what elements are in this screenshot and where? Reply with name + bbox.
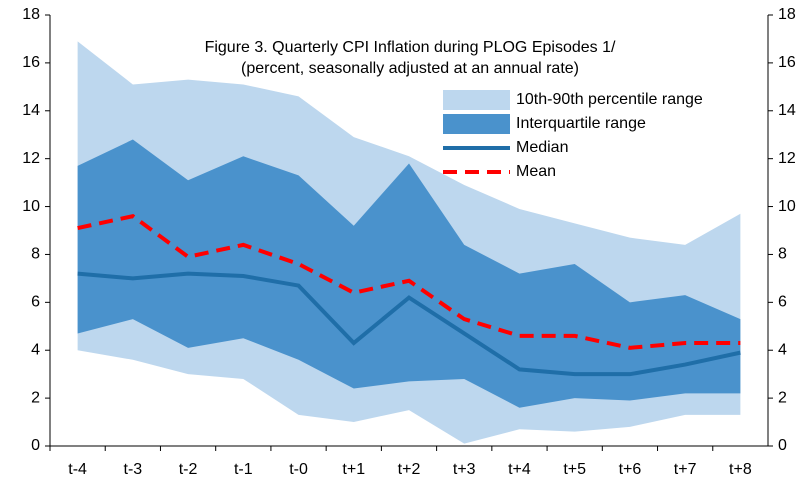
x-tick-label: t-0 (289, 461, 308, 478)
x-tick-label: t+1 (342, 461, 365, 478)
y2-tick-label: 12 (778, 150, 796, 167)
y-tick-label: 0 (31, 437, 40, 454)
x-tick-label: t+2 (398, 461, 421, 478)
x-tick-label: t+8 (729, 461, 752, 478)
x-tick-label: t-3 (124, 461, 143, 478)
y2-tick-label: 14 (778, 102, 796, 119)
y-tick-label: 10 (22, 198, 40, 215)
y2-tick-label: 4 (778, 341, 787, 358)
y-tick-label: 18 (22, 6, 40, 23)
range-band (77, 139, 741, 408)
y2-tick-label: 18 (778, 6, 796, 23)
x-tick-label: t+3 (453, 461, 476, 478)
y2-tick-label: 8 (778, 246, 787, 263)
x-tick-label: t+7 (674, 461, 697, 478)
x-tick-label: t+6 (619, 461, 642, 478)
legend-label: Interquartile range (516, 115, 646, 132)
legend-label: 10th-90th percentile range (516, 91, 703, 108)
y-tick-label: 8 (31, 246, 40, 263)
y2-tick-label: 6 (778, 294, 787, 311)
x-tick-label: t-1 (234, 461, 253, 478)
chart-title: Figure 3. Quarterly CPI Inflation during… (205, 39, 616, 56)
x-tick-label: t-4 (68, 461, 87, 478)
x-tick-label: t+5 (563, 461, 586, 478)
y-tick-label: 2 (31, 389, 40, 406)
y-tick-label: 16 (22, 54, 40, 71)
y-tick-label: 6 (31, 294, 40, 311)
legend-label: Mean (516, 163, 556, 180)
y2-tick-label: 16 (778, 54, 796, 71)
legend-swatch (443, 90, 510, 110)
x-tick-label: t-2 (179, 461, 198, 478)
x-tick-label: t+4 (508, 461, 531, 478)
series-line (77, 271, 741, 377)
legend-label: Median (516, 139, 568, 156)
legend-swatch (443, 114, 510, 134)
y2-tick-label: 2 (778, 389, 787, 406)
y-tick-label: 4 (31, 341, 40, 358)
chart-subtitle: (percent, seasonally adjusted at an annu… (241, 60, 579, 77)
series-line (77, 213, 741, 350)
y-tick-label: 12 (22, 150, 40, 167)
y2-tick-label: 10 (778, 198, 796, 215)
y2-tick-label: 0 (778, 437, 787, 454)
y-tick-label: 14 (22, 102, 40, 119)
